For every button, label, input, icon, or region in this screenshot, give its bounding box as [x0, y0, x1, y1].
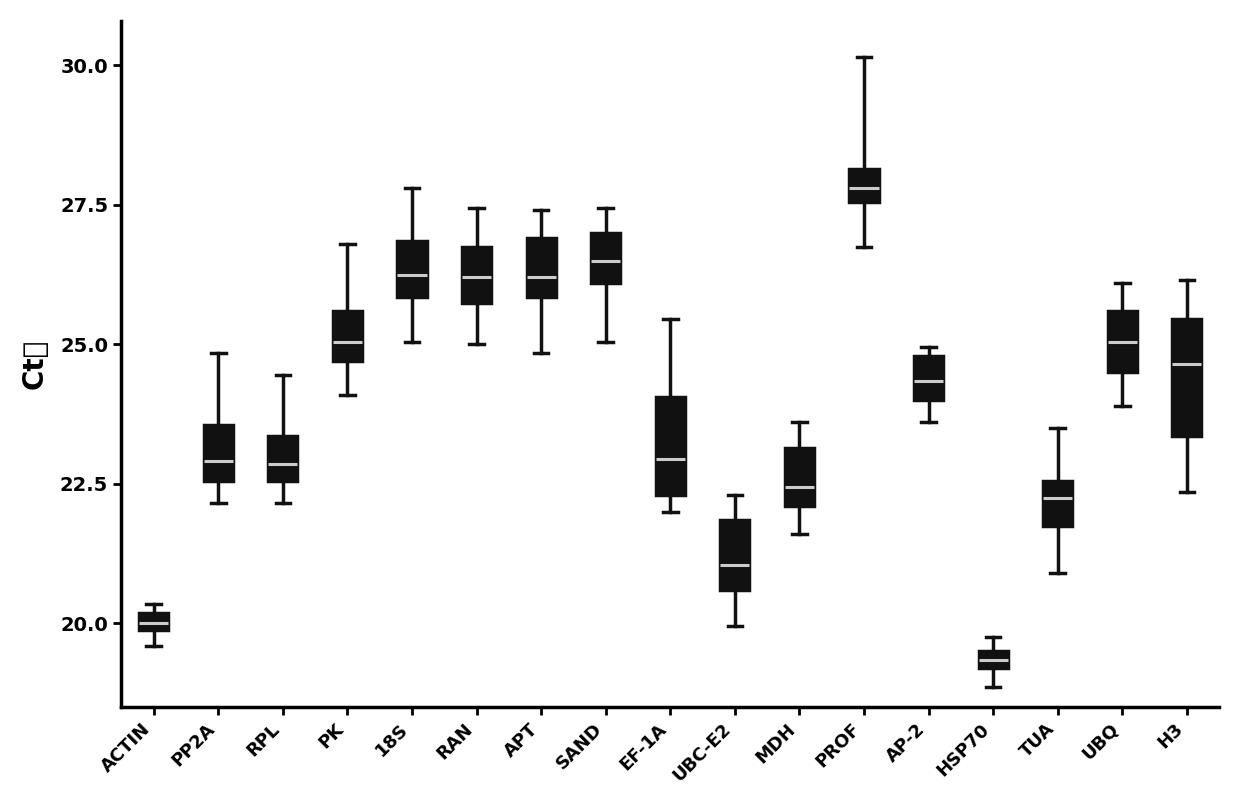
PathPatch shape [1107, 311, 1137, 372]
PathPatch shape [720, 520, 749, 590]
PathPatch shape [849, 168, 878, 202]
PathPatch shape [203, 426, 233, 481]
PathPatch shape [463, 247, 491, 302]
PathPatch shape [914, 355, 944, 400]
PathPatch shape [139, 613, 169, 630]
PathPatch shape [332, 311, 362, 361]
PathPatch shape [656, 397, 684, 495]
PathPatch shape [1043, 481, 1073, 526]
PathPatch shape [527, 239, 556, 297]
PathPatch shape [785, 447, 813, 506]
PathPatch shape [398, 241, 427, 297]
PathPatch shape [268, 436, 298, 481]
PathPatch shape [1172, 319, 1202, 436]
PathPatch shape [978, 651, 1008, 668]
PathPatch shape [591, 233, 620, 283]
Y-axis label: Ct値: Ct値 [21, 339, 48, 389]
